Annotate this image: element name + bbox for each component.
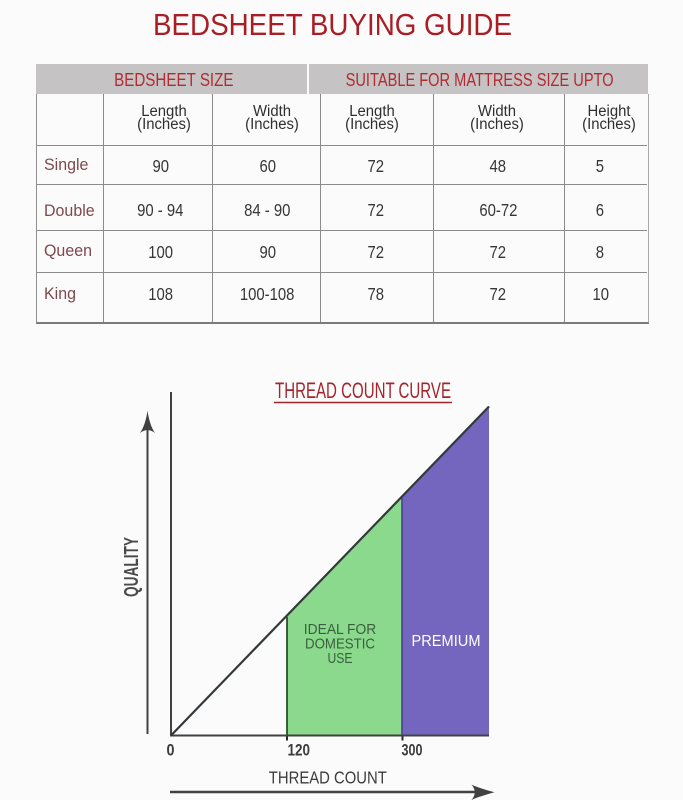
svg-text:DOMESTIC: DOMESTIC [305, 636, 375, 653]
svg-text:120: 120 [288, 741, 311, 760]
svg-text:USE: USE [328, 650, 353, 667]
svg-text:QUALITY: QUALITY [121, 537, 143, 597]
svg-text:0: 0 [167, 741, 175, 760]
svg-text:IDEAL FOR: IDEAL FOR [304, 621, 377, 638]
svg-text:THREAD COUNT: THREAD COUNT [269, 768, 387, 788]
svg-text:PREMIUM: PREMIUM [412, 633, 481, 650]
svg-text:THREAD COUNT CURVE: THREAD COUNT CURVE [275, 378, 451, 403]
svg-text:300: 300 [402, 741, 423, 760]
svg-text:BEDSHEET BUYING GUIDE: BEDSHEET BUYING GUIDE [153, 8, 512, 42]
